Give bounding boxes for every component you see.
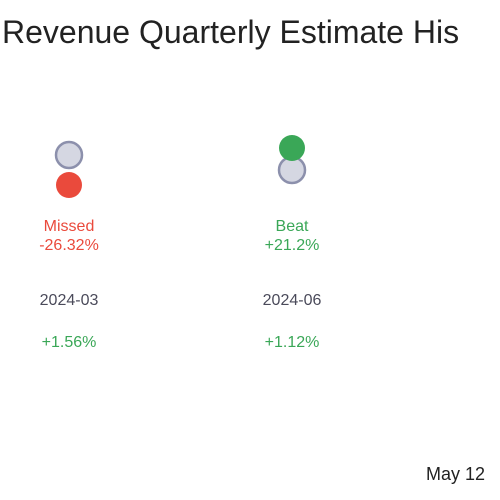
price-change: -0 (455, 334, 500, 352)
surprise-percent: -2 (455, 237, 500, 255)
chart-title: Revenue Quarterly Estimate His (2, 14, 460, 50)
period-label: 20 (455, 292, 500, 310)
result-label: M (455, 218, 500, 236)
footer-date: May 12 (426, 464, 486, 484)
result-label: Beat (275, 218, 309, 235)
price-change: +1.56% (41, 334, 97, 351)
surprise-percent: -26.32% (39, 237, 99, 254)
beat-actual-marker (279, 135, 305, 161)
missed-actual-marker (56, 172, 82, 198)
estimate-marker (54, 140, 84, 170)
surprise-percent: +21.2% (264, 237, 320, 254)
period-label: 2024-06 (262, 292, 322, 309)
period-label: 2024-03 (39, 292, 99, 309)
price-change: +1.12% (264, 334, 320, 351)
result-label: Missed (43, 218, 95, 235)
